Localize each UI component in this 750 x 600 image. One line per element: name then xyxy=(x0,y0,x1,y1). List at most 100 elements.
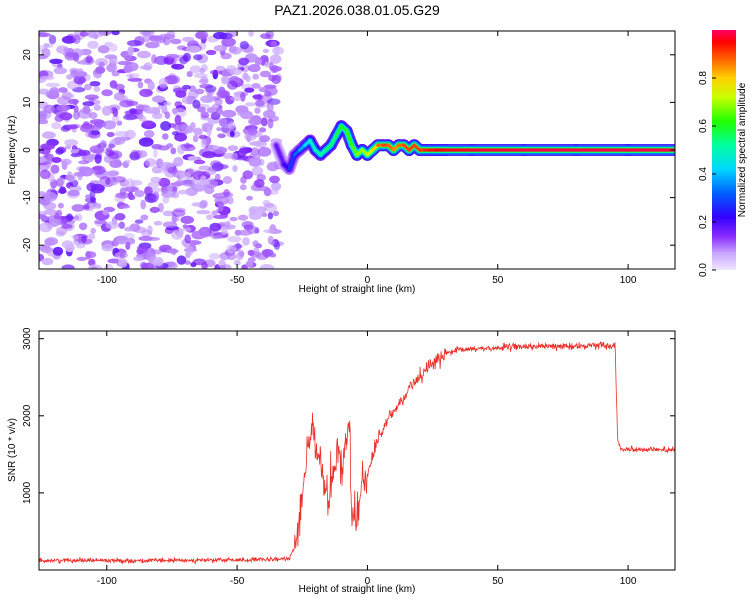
noise-blob xyxy=(163,101,172,106)
noise-blob xyxy=(240,92,246,102)
noise-blob xyxy=(185,125,193,134)
noise-blob xyxy=(64,139,78,147)
noise-blob xyxy=(150,176,161,183)
noise-blob xyxy=(151,144,163,150)
noise-blob xyxy=(129,108,137,115)
noise-blob xyxy=(140,214,149,221)
noise-blob xyxy=(138,113,144,120)
noise-blob xyxy=(270,40,278,47)
noise-blob xyxy=(173,157,184,167)
noise-blob xyxy=(227,145,239,152)
noise-blob xyxy=(248,31,254,37)
noise-blob xyxy=(61,35,77,44)
noise-blob xyxy=(162,221,178,228)
y-tick-label: -20 xyxy=(22,238,33,253)
noise-blob xyxy=(245,75,251,83)
noise-blob xyxy=(71,234,79,240)
noise-blob xyxy=(165,248,179,254)
noise-blob xyxy=(190,262,197,268)
noise-blob xyxy=(133,256,144,262)
noise-blob xyxy=(59,186,67,194)
noise-blob xyxy=(218,118,228,127)
noise-blob xyxy=(171,107,178,115)
noise-blob xyxy=(111,31,120,36)
noise-blob xyxy=(43,191,58,202)
noise-blob xyxy=(114,213,126,221)
noise-blob xyxy=(73,110,80,120)
noise-blob xyxy=(227,121,236,130)
noise-blob xyxy=(61,224,73,229)
noise-blob xyxy=(70,148,79,154)
noise-blob xyxy=(177,189,189,195)
noise-blob xyxy=(105,221,120,230)
noise-blob xyxy=(85,251,97,259)
noise-blob xyxy=(145,41,160,49)
noise-blob xyxy=(80,154,95,161)
noise-blob xyxy=(64,174,75,181)
noise-blob xyxy=(41,48,51,58)
noise-blob xyxy=(218,86,226,96)
noise-blob xyxy=(39,169,51,180)
noise-blob xyxy=(94,220,107,225)
snr-x-axis: -100 -50 0 50 100 xyxy=(97,331,637,587)
noise-blob xyxy=(258,127,267,133)
noise-blob xyxy=(220,52,232,60)
noise-blob xyxy=(215,65,226,71)
noise-blob xyxy=(128,194,136,201)
noise-blob xyxy=(201,122,214,128)
noise-blob xyxy=(182,84,191,90)
noise-blob xyxy=(76,256,88,261)
noise-blob xyxy=(84,94,99,100)
noise-blob xyxy=(57,202,64,209)
noise-blob xyxy=(112,108,119,118)
noise-blob xyxy=(146,193,157,202)
noise-blob xyxy=(117,60,132,66)
noise-blob xyxy=(256,93,263,101)
noise-blob xyxy=(265,86,278,96)
noise-blob xyxy=(89,145,105,154)
colorbar-label: Normalized spectral amplitude xyxy=(737,82,748,217)
noise-blob xyxy=(130,149,139,159)
noise-blob xyxy=(117,257,128,268)
noise-blob xyxy=(151,187,162,193)
noise-blob xyxy=(259,135,270,143)
noise-blob xyxy=(40,246,53,253)
y-tick-label: 20 xyxy=(22,49,33,61)
noise-blob xyxy=(102,209,109,216)
noise-blob xyxy=(223,189,231,198)
noise-blob xyxy=(211,210,218,216)
x-tick-label: 50 xyxy=(492,576,504,587)
ridge-segment xyxy=(345,129,354,147)
noise-blob xyxy=(71,204,85,212)
noise-blob xyxy=(102,120,117,130)
noise-blob xyxy=(144,158,157,167)
noise-blob xyxy=(39,156,45,163)
noise-blob xyxy=(143,130,155,138)
noise-blob xyxy=(269,175,280,184)
noise-blob xyxy=(273,241,281,250)
noise-blob xyxy=(106,63,118,73)
noise-blob xyxy=(51,122,62,130)
noise-blob xyxy=(192,99,201,109)
noise-blob xyxy=(258,158,265,166)
noise-blob xyxy=(238,57,250,66)
noise-blob xyxy=(59,112,73,121)
noise-blob xyxy=(149,206,160,213)
noise-blob xyxy=(205,49,217,56)
noise-blob xyxy=(257,146,272,157)
noise-blob xyxy=(101,243,114,252)
noise-blob xyxy=(176,255,187,265)
noise-blob xyxy=(82,101,95,107)
noise-blob xyxy=(214,196,229,205)
noise-blob xyxy=(211,234,224,240)
noise-blob xyxy=(201,151,216,159)
noise-blob xyxy=(194,88,205,95)
noise-blob xyxy=(172,186,178,193)
noise-blob xyxy=(114,130,129,137)
noise-blob xyxy=(266,164,275,170)
ridge-segment xyxy=(274,143,286,166)
noise-blob xyxy=(248,117,261,126)
noise-blob xyxy=(232,165,238,172)
noise-blob xyxy=(217,203,224,212)
